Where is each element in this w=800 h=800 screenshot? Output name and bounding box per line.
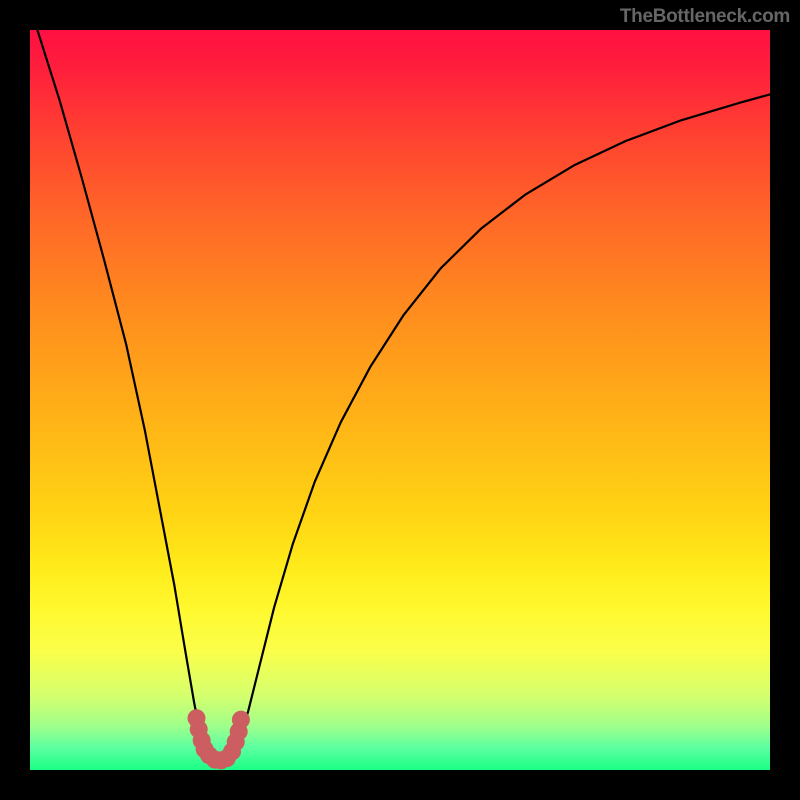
minimum-marker bbox=[196, 740, 214, 758]
figure-container: TheBottleneck.com bbox=[0, 0, 800, 800]
minimum-marker bbox=[218, 749, 236, 767]
minimum-marker bbox=[190, 720, 208, 738]
gradient-background bbox=[30, 30, 770, 770]
plot-area bbox=[30, 30, 770, 770]
minimum-markers bbox=[188, 709, 250, 769]
minimum-marker bbox=[188, 709, 206, 727]
minimum-marker bbox=[232, 711, 250, 729]
minimum-marker bbox=[212, 751, 230, 769]
bottleneck-curve bbox=[37, 30, 770, 763]
minimum-marker bbox=[223, 743, 241, 761]
minimum-marker bbox=[200, 746, 218, 764]
watermark-text: TheBottleneck.com bbox=[620, 6, 790, 28]
minimum-marker bbox=[227, 733, 245, 751]
minimum-marker bbox=[206, 751, 224, 769]
chart-svg bbox=[30, 30, 770, 770]
minimum-marker bbox=[230, 723, 248, 741]
minimum-marker bbox=[193, 731, 211, 749]
